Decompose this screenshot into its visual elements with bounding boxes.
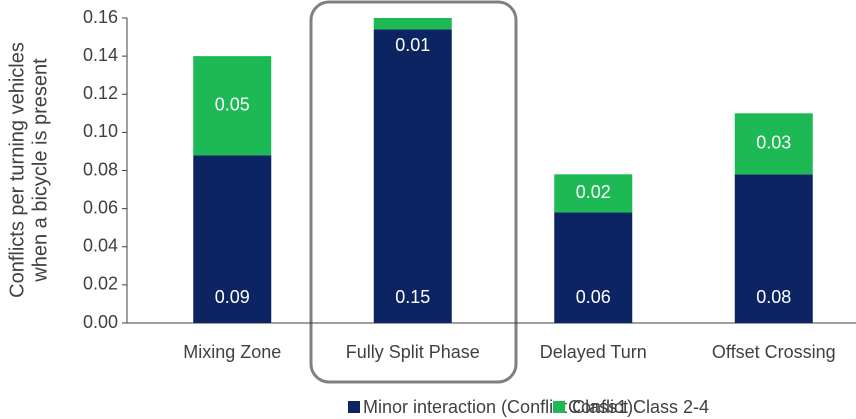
y-tick-label: 0.12 [83,83,118,103]
bar-segment [554,212,633,323]
data-label: 0.05 [215,94,250,114]
x-tick-label: Mixing Zone [183,342,281,362]
highlight-box [309,0,518,384]
bar-segment [554,174,633,213]
y-axis-title-line: when a bicycle is present [29,58,51,283]
y-tick-label: 0.10 [83,121,118,141]
y-tick-label: 0.14 [83,45,118,65]
data-label: 0.02 [576,182,611,202]
bar-segment [373,29,452,323]
data-label: 0.06 [576,287,611,307]
x-tick-label: Offset Crossing [712,342,836,362]
y-tick-label: 0.08 [83,159,118,179]
data-label: 0.09 [215,287,250,307]
legend-swatch [348,401,360,413]
data-label: 0.15 [395,287,430,307]
y-tick-label: 0.02 [83,274,118,294]
bar-segment [373,18,452,30]
y-tick-label: 0.16 [83,7,118,27]
data-label: 0.08 [756,287,791,307]
legend-label: Minor interaction (Conflict Class1) [363,397,633,417]
bar-segment [734,113,813,175]
x-tick-label: Delayed Turn [540,342,647,362]
y-axis-title: Conflicts per turning vehicles when a bi… [6,42,51,298]
y-tick-label: 0.06 [83,197,118,217]
bar-segment [193,56,272,156]
y-axis-title-line: Conflicts per turning vehicles [6,42,28,298]
bar-segment [193,155,272,323]
legend-swatch [553,401,565,413]
y-tick-label: 0.00 [83,312,118,332]
bar-segment [734,174,813,323]
data-label: 0.01 [395,35,430,55]
data-label: 0.03 [756,133,791,153]
y-tick-label: 0.04 [83,236,118,256]
legend-label: Conflict Class 2-4 [568,397,709,417]
x-tick-label: Fully Split Phase [346,342,480,362]
